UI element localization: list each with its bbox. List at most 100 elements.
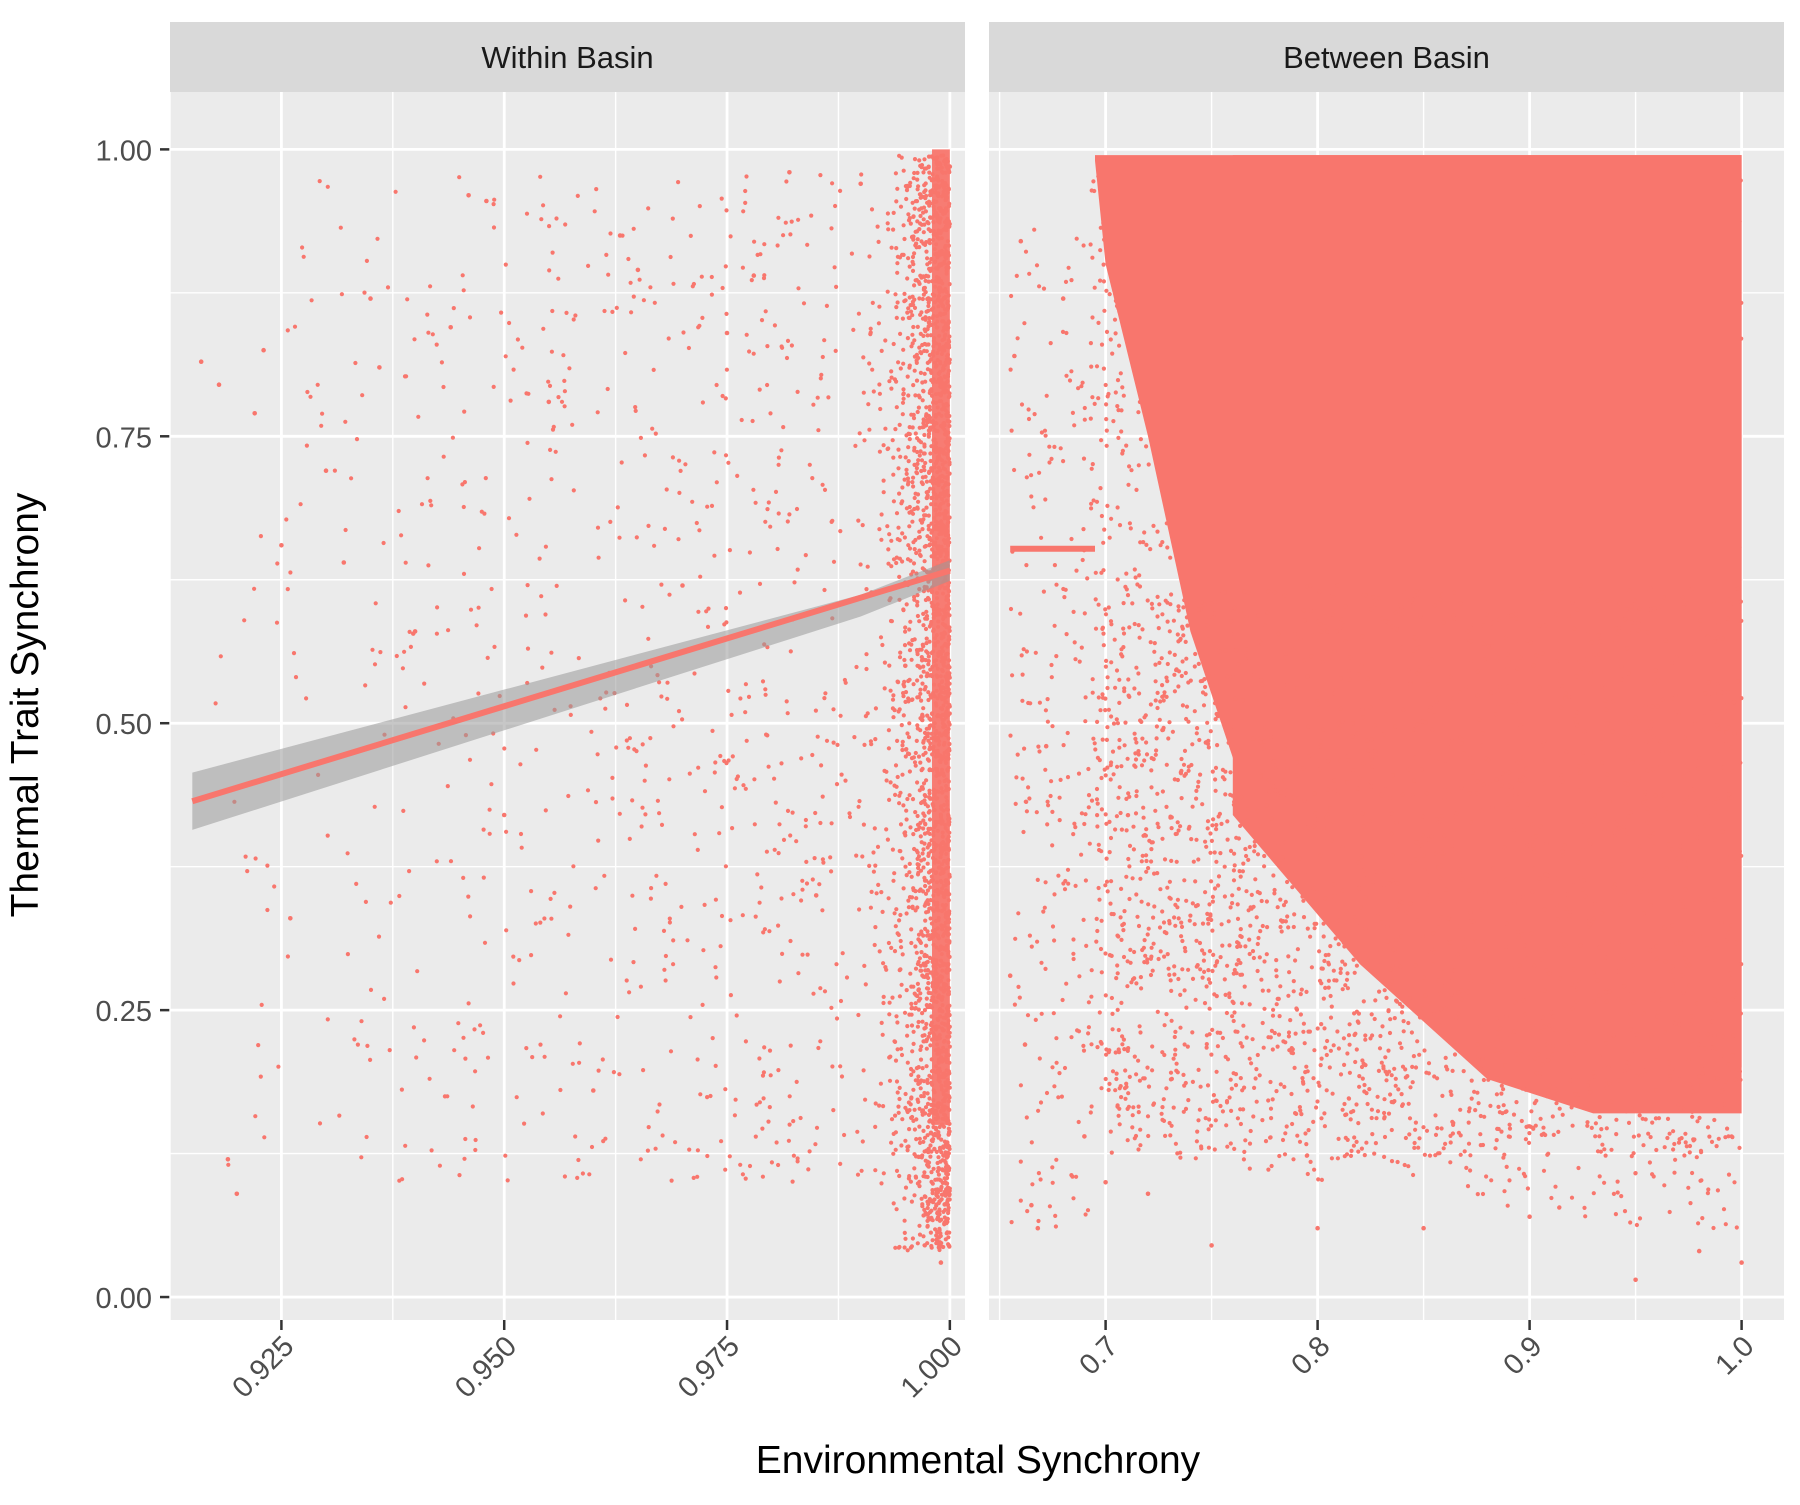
data-point [1082,822,1086,826]
data-point [777,463,781,467]
data-point [397,509,401,513]
data-point [1045,822,1049,826]
data-point [733,786,737,790]
data-point [921,1113,925,1117]
data-point [923,687,927,691]
data-point [825,739,829,743]
data-point [922,1243,926,1247]
data-point [457,1173,461,1177]
data-point [887,896,891,900]
data-point [908,425,912,429]
data-point [302,255,306,259]
data-point [830,519,834,523]
data-point [566,933,570,937]
data-point [897,709,901,713]
data-point [326,834,330,838]
data-point [879,635,883,639]
data-point [696,1148,700,1152]
data-point [664,882,668,886]
data-point [728,548,732,552]
data-point [900,743,904,747]
data-point [1196,780,1200,784]
data-point [1089,995,1093,999]
data-point [924,475,928,479]
data-point [1016,911,1020,915]
data-point [1100,970,1104,974]
data-point [923,188,927,192]
data-point [908,972,912,976]
data-point [1292,979,1296,983]
data-point [477,606,481,610]
data-point [924,944,928,948]
data-point [905,1145,909,1149]
data-point [916,1025,920,1029]
data-point [428,284,432,288]
data-point [1087,805,1091,809]
data-point [814,893,819,898]
data-point [364,900,368,904]
data-point [1042,287,1046,291]
data-point [894,1014,898,1018]
data-point [484,476,488,480]
data-point [594,886,598,890]
data-point [923,559,927,563]
data-point [881,1001,885,1005]
data-point [671,455,675,459]
data-point [800,888,804,892]
data-point [821,795,825,799]
data-point [764,733,768,737]
data-point [926,304,930,308]
data-point [921,482,925,486]
data-point [1071,1196,1075,1200]
data-point [687,346,691,350]
data-point [922,230,926,234]
data-point [1019,1199,1023,1203]
data-point [720,805,724,809]
data-point [1194,789,1198,793]
data-point [587,1172,591,1176]
data-point [733,1113,737,1117]
data-point [905,988,909,992]
data-point [1039,1100,1043,1104]
data-point [614,745,618,749]
data-point [1225,1011,1229,1015]
data-point [905,797,909,801]
data-point [1053,563,1057,567]
data-point [894,171,898,175]
data-point [758,901,762,905]
data-point [919,239,923,243]
data-point [681,330,685,334]
data-point [877,321,881,325]
data-point [1204,845,1208,849]
data-point [1072,822,1076,826]
data-point [1072,610,1076,614]
data-point [925,349,929,353]
data-point [1121,627,1125,631]
data-point [918,956,922,960]
data-point [667,777,671,781]
data-point [713,965,717,969]
data-point [631,960,635,964]
data-point [898,423,902,427]
data-point [688,1015,692,1019]
data-point [889,689,893,693]
data-point [402,650,406,654]
data-point [346,952,350,956]
data-point [1116,1008,1120,1012]
data-point [657,811,661,815]
data-point [292,651,296,655]
data-point [1459,1153,1463,1157]
data-point [1105,504,1109,508]
data-point [259,1075,263,1079]
data-point [374,601,378,605]
data-point [944,1237,948,1241]
data-point [463,1137,467,1141]
data-point [1319,1063,1323,1067]
data-point [1635,1223,1639,1227]
data-point [805,243,809,247]
data-point [779,761,783,765]
data-point [811,877,815,881]
data-point [745,333,749,337]
data-point [556,395,560,399]
data-point [318,1121,322,1125]
